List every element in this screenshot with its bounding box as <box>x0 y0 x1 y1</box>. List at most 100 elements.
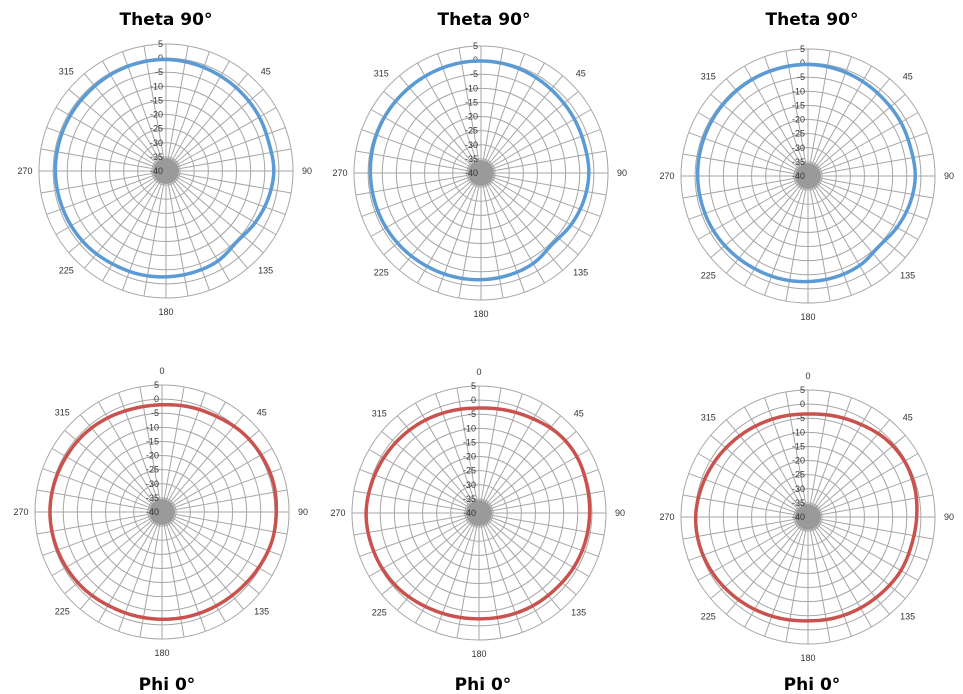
radial-tick-label: -40 <box>465 168 478 178</box>
spoke-gridline <box>480 53 525 174</box>
angle-label: 90 <box>944 171 954 181</box>
spoke-gridline <box>478 449 590 514</box>
spoke-gridline <box>725 175 809 274</box>
spoke-gridline <box>64 511 163 595</box>
spoke-gridline <box>370 172 482 237</box>
spoke-gridline <box>478 415 562 514</box>
spoke-gridline <box>79 511 163 610</box>
radial-tick-label: 0 <box>154 394 159 404</box>
angle-label: 135 <box>254 607 269 617</box>
spoke-gridline <box>458 47 482 174</box>
spoke-gridline <box>381 512 480 596</box>
spoke-gridline <box>688 516 809 561</box>
radial-tick-label: -30 <box>465 140 478 150</box>
radial-tick-label: 0 <box>800 399 805 409</box>
spoke-gridline <box>764 56 809 177</box>
spoke-gridline <box>688 132 809 177</box>
spoke-gridline <box>165 170 264 254</box>
center-hub <box>795 163 821 189</box>
angle-label: 0 <box>476 367 481 377</box>
spoke-gridline <box>383 90 482 174</box>
center-hub <box>468 160 494 186</box>
angle-label: 270 <box>332 168 347 178</box>
angle-label: 0 <box>805 371 810 381</box>
spoke-gridline <box>807 473 928 518</box>
radial-tick-label: -40 <box>146 507 159 517</box>
spoke-gridline <box>368 449 480 514</box>
spoke-gridline <box>165 45 189 172</box>
spoke-gridline <box>381 430 480 514</box>
spoke-gridline <box>417 62 482 174</box>
spoke-gridline <box>83 170 167 269</box>
radial-tick-label: -35 <box>792 157 805 167</box>
angle-label: 270 <box>17 166 32 176</box>
angle-label: 180 <box>471 649 486 659</box>
spoke-gridline <box>478 469 599 514</box>
angle-label: 225 <box>374 268 389 278</box>
spoke-gridline <box>682 516 809 540</box>
radial-tick-label: -30 <box>146 479 159 489</box>
spoke-gridline <box>480 47 504 174</box>
radial-tick-label: -15 <box>465 97 478 107</box>
radial-tick-label: 5 <box>800 385 805 395</box>
spoke-gridline <box>122 51 167 172</box>
spoke-gridline <box>353 490 480 514</box>
spoke-gridline <box>161 392 206 513</box>
spoke-gridline <box>807 419 891 518</box>
spoke-gridline <box>688 175 809 220</box>
spoke-gridline <box>807 494 934 518</box>
radial-tick-label: -5 <box>468 409 476 419</box>
angle-label: 225 <box>55 607 70 617</box>
chart-title-1: Theta 90° <box>120 10 213 30</box>
radial-tick-label: -30 <box>792 484 805 494</box>
spoke-gridline <box>42 511 163 556</box>
spoke-gridline <box>36 489 163 513</box>
spoke-gridline <box>118 392 163 513</box>
spoke-gridline <box>165 60 230 172</box>
radial-tick-label: -35 <box>465 154 478 164</box>
spoke-gridline <box>40 148 167 172</box>
spoke-gridline <box>165 107 277 172</box>
spoke-gridline <box>165 170 230 282</box>
radial-tick-label: -15 <box>792 441 805 451</box>
spoke-gridline <box>744 65 809 177</box>
angle-label: 135 <box>573 268 588 278</box>
angle-label: 135 <box>900 271 915 281</box>
spoke-gridline <box>359 469 480 514</box>
polar-chart-4: 50-5-10-15-20-25-30-35-40045901351802252… <box>13 366 308 658</box>
spoke-gridline <box>98 401 163 513</box>
radial-tick-label: -20 <box>465 112 478 122</box>
spoke-gridline <box>807 65 872 177</box>
radial-tick-label: -35 <box>463 494 476 504</box>
angle-label: 180 <box>800 312 815 322</box>
series-line <box>368 59 591 282</box>
angle-label: 45 <box>903 71 913 81</box>
spoke-gridline <box>361 172 482 217</box>
angle-label: 135 <box>900 612 915 622</box>
spoke-gridline <box>165 88 264 172</box>
radial-tick-label: -20 <box>146 451 159 461</box>
chart-title-2: Theta 90° <box>438 10 531 30</box>
spoke-gridline <box>40 170 167 194</box>
spoke-gridline <box>161 511 282 556</box>
spoke-gridline <box>807 50 831 177</box>
spoke-gridline <box>161 489 288 513</box>
radial-tick-label: -10 <box>465 83 478 93</box>
spoke-gridline <box>710 175 809 259</box>
spoke-gridline <box>398 172 482 271</box>
angle-label: 90 <box>302 166 312 176</box>
radial-tick-label: 0 <box>471 395 476 405</box>
spoke-gridline <box>785 391 809 518</box>
spoke-gridline <box>480 62 545 174</box>
angle-label: 225 <box>701 271 716 281</box>
radial-tick-label: -15 <box>792 100 805 110</box>
chart-title-5: Phi 0° <box>455 675 512 694</box>
series-line <box>364 406 592 621</box>
angle-label: 225 <box>59 266 74 276</box>
spoke-gridline <box>480 109 592 174</box>
spoke-gridline <box>478 402 543 514</box>
radial-tick-label: -5 <box>155 67 163 77</box>
angle-label: 0 <box>159 366 164 376</box>
radial-tick-label: -30 <box>463 480 476 490</box>
